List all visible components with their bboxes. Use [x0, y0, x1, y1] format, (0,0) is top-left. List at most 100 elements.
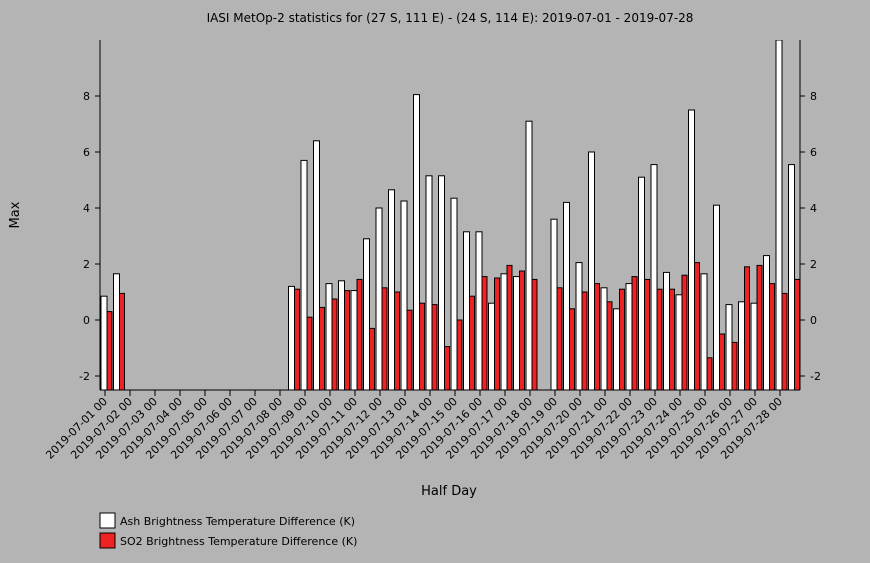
y-tick-label: 0 — [83, 314, 90, 327]
bar — [788, 164, 795, 390]
bar — [438, 175, 445, 390]
bar — [731, 341, 738, 390]
bar — [769, 283, 775, 390]
y-tick-label: 6 — [83, 146, 90, 159]
bar — [631, 276, 638, 390]
bar — [500, 273, 508, 390]
y-tick-label: 4 — [83, 202, 90, 215]
bar — [644, 278, 650, 390]
bar — [563, 201, 570, 390]
legend-label: Ash Brightness Temperature Difference (K… — [120, 515, 355, 528]
bar — [419, 302, 425, 390]
bar — [456, 319, 463, 390]
bar — [725, 304, 733, 390]
bar — [363, 238, 370, 390]
bar — [400, 200, 408, 390]
bar — [488, 302, 495, 390]
bar — [706, 357, 713, 390]
bar — [606, 301, 613, 390]
x-axis-label: Half Day — [421, 484, 477, 499]
bar — [694, 262, 700, 390]
bar — [481, 276, 488, 390]
bar — [494, 277, 500, 390]
bar — [450, 197, 458, 390]
bar — [294, 288, 300, 390]
bar — [744, 266, 750, 390]
bar — [331, 298, 338, 390]
bar — [775, 40, 783, 390]
bar — [394, 291, 400, 390]
bar — [350, 290, 358, 390]
bar — [319, 306, 325, 390]
bar — [525, 120, 533, 390]
bar — [681, 274, 688, 390]
bar — [306, 316, 313, 390]
y-tick-label: -2 — [810, 370, 821, 383]
y-tick-label: 8 — [810, 90, 817, 103]
bar — [650, 164, 658, 390]
bar — [519, 270, 525, 390]
bar — [763, 255, 770, 390]
bar — [663, 271, 670, 390]
bar — [688, 109, 695, 390]
bar — [119, 292, 125, 390]
bar — [550, 218, 558, 390]
bar — [619, 288, 625, 390]
bar — [113, 273, 120, 390]
legend-label: SO2 Brightness Temperature Difference (K… — [120, 535, 357, 548]
y-axis-label: Max — [8, 201, 23, 228]
bar — [781, 292, 788, 390]
bar — [375, 207, 383, 390]
bar — [600, 287, 608, 390]
bar — [288, 285, 295, 390]
bar — [469, 295, 475, 390]
bar — [713, 204, 720, 390]
bar — [594, 283, 600, 390]
bar — [588, 151, 595, 390]
bar — [413, 94, 420, 390]
y-tick-label: 2 — [83, 258, 90, 271]
bar — [531, 278, 538, 390]
y-tick-label: 6 — [810, 146, 817, 159]
bar — [344, 290, 350, 390]
bar — [313, 140, 320, 390]
bar — [756, 264, 763, 390]
bar — [581, 291, 588, 390]
bar — [475, 231, 483, 390]
bar — [356, 278, 363, 390]
bar — [100, 295, 108, 390]
bar — [738, 301, 745, 390]
bar — [700, 273, 708, 390]
bar — [569, 308, 575, 390]
y-tick-label: 2 — [810, 258, 817, 271]
bar — [388, 189, 395, 390]
bar — [325, 283, 333, 390]
bar — [406, 309, 413, 390]
y-tick-label: 0 — [810, 314, 817, 327]
bar — [463, 231, 470, 390]
bar — [575, 262, 583, 390]
bar — [675, 294, 683, 390]
bar — [338, 280, 345, 390]
y-tick-label: -2 — [79, 370, 90, 383]
bar — [506, 264, 513, 390]
bar — [381, 287, 388, 390]
chart-title: IASI MetOp-2 statistics for (27 S, 111 E… — [207, 11, 694, 25]
bar — [638, 176, 645, 390]
legend-swatch — [99, 512, 116, 529]
bar — [669, 288, 675, 390]
bars — [100, 40, 800, 390]
bar — [719, 333, 725, 390]
bar — [444, 346, 450, 390]
bar — [794, 278, 800, 390]
bar — [300, 159, 308, 390]
bar — [513, 276, 520, 390]
bar — [625, 283, 633, 390]
y-tick-label: 4 — [810, 202, 817, 215]
bar — [750, 302, 758, 390]
bar — [369, 327, 375, 390]
bar — [431, 304, 438, 390]
bar — [656, 288, 663, 390]
